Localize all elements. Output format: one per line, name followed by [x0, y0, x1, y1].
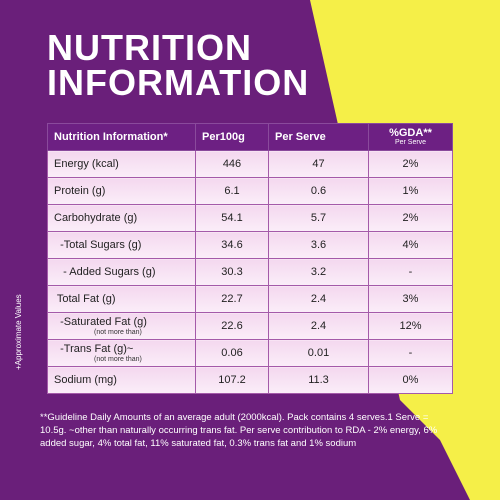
- nutrient-label: - Added Sugars (g): [54, 265, 156, 278]
- table-row: Sodium (mg) 107.2 11.3 0%: [47, 366, 453, 394]
- gda-value: 0%: [368, 366, 453, 394]
- gda-value: 2%: [368, 150, 453, 178]
- per-serve-value: 0.6: [268, 177, 369, 205]
- per100g-value: 34.6: [195, 231, 269, 259]
- nutrient-sublabel: (not more than): [94, 328, 142, 336]
- nutrient-label-cell: Sodium (mg): [47, 366, 196, 394]
- nutrient-label-cell: -Trans Fat (g)~ (not more than): [47, 339, 196, 367]
- nutrient-label: -Total Sugars (g): [54, 238, 142, 251]
- per-serve-value: 2.4: [268, 285, 369, 313]
- per-serve-value: 3.6: [268, 231, 369, 259]
- header-per-serve: Per Serve: [268, 123, 369, 151]
- nutrient-label: Carbohydrate (g): [54, 211, 138, 224]
- nutrient-label: Sodium (mg): [54, 373, 117, 386]
- page-title: NUTRITION INFORMATION: [47, 27, 310, 103]
- nutrient-label-cell: Energy (kcal): [47, 150, 196, 178]
- nutrient-label-cell: Protein (g): [47, 177, 196, 205]
- table-row: -Total Sugars (g) 34.6 3.6 4%: [47, 231, 453, 259]
- table-row: - Added Sugars (g) 30.3 3.2-: [47, 258, 453, 286]
- per100g-value: 6.1: [195, 177, 269, 205]
- title-line-2: INFORMATION: [47, 62, 310, 103]
- nutrient-label-cell: -Saturated Fat (g) (not more than): [47, 312, 196, 340]
- nutrient-label-cell: Carbohydrate (g): [47, 204, 196, 232]
- table-row: Total Fat (g) 22.7 2.4 3%: [47, 285, 453, 313]
- approximate-values-note: +Approximate Values: [14, 294, 23, 370]
- gda-value: 2%: [368, 204, 453, 232]
- per-serve-value: 3.2: [268, 258, 369, 286]
- table-header-row: Nutrition Information* Per100g Per Serve…: [47, 123, 453, 151]
- per-serve-value: 2.4: [268, 312, 369, 340]
- per100g-value: 0.06: [195, 339, 269, 367]
- footnote: **Guideline Daily Amounts of an average …: [40, 412, 438, 449]
- nutrient-label: -Saturated Fat (g): [54, 315, 147, 328]
- nutrient-label-cell: -Total Sugars (g): [47, 231, 196, 259]
- table-row: Energy (kcal) 446 47 2%: [47, 150, 453, 178]
- gda-value: 3%: [368, 285, 453, 313]
- per100g-value: 54.1: [195, 204, 269, 232]
- per-serve-value: 11.3: [268, 366, 369, 394]
- per100g-value: 30.3: [195, 258, 269, 286]
- table-row: -Trans Fat (g)~ (not more than) 0.06 0.01-: [47, 339, 453, 367]
- per-serve-value: 0.01: [268, 339, 369, 367]
- header-gda-sublabel: Per Serve: [394, 139, 427, 146]
- gda-value: 12%: [368, 312, 453, 340]
- nutrition-table: Nutrition Information* Per100g Per Serve…: [47, 123, 453, 394]
- gda-value: -: [368, 258, 453, 286]
- per100g-value: 22.7: [195, 285, 269, 313]
- nutrient-label: Protein (g): [54, 184, 106, 197]
- table-row: Protein (g) 6.1 0.6 1%: [47, 177, 453, 205]
- table-row: -Saturated Fat (g) (not more than) 22.6 2.4…: [47, 312, 453, 340]
- nutrient-label: Total Fat (g): [54, 292, 116, 305]
- header-gda: %GDA** Per Serve: [368, 123, 453, 151]
- gda-value: 4%: [368, 231, 453, 259]
- nutrient-label: -Trans Fat (g)~: [54, 342, 134, 355]
- per-serve-value: 47: [268, 150, 369, 178]
- header-per100g: Per100g: [195, 123, 269, 151]
- nutrient-label-cell: - Added Sugars (g): [47, 258, 196, 286]
- per100g-value: 107.2: [195, 366, 269, 394]
- nutrient-label-cell: Total Fat (g): [47, 285, 196, 313]
- per100g-value: 22.6: [195, 312, 269, 340]
- nutrition-table-container: Nutrition Information* Per100g Per Serve…: [47, 123, 453, 394]
- gda-value: 1%: [368, 177, 453, 205]
- header-nutrition-info: Nutrition Information*: [47, 123, 196, 151]
- header-gda-label: %GDA**: [389, 127, 432, 139]
- gda-value: -: [368, 339, 453, 367]
- per-serve-value: 5.7: [268, 204, 369, 232]
- nutrient-label: Energy (kcal): [54, 157, 119, 170]
- nutrient-sublabel: (not more than): [94, 355, 142, 363]
- title-line-1: NUTRITION: [47, 27, 252, 68]
- table-row: Carbohydrate (g) 54.1 5.7 2%: [47, 204, 453, 232]
- per100g-value: 446: [195, 150, 269, 178]
